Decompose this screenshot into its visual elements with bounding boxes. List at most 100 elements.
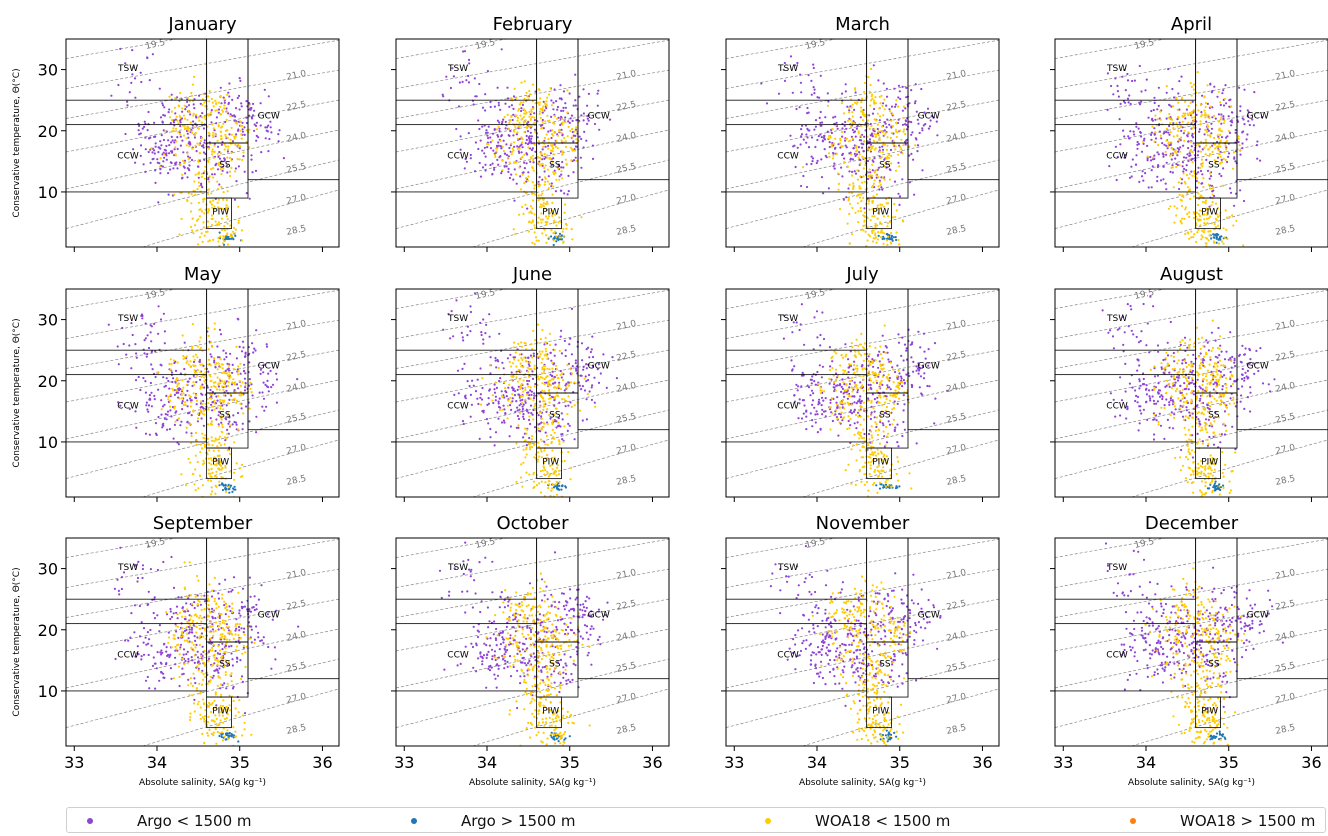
data-point bbox=[259, 124, 262, 127]
data-point bbox=[463, 167, 466, 170]
data-point bbox=[1170, 141, 1173, 144]
data-point bbox=[190, 347, 193, 350]
data-point bbox=[877, 134, 880, 137]
data-point bbox=[1212, 241, 1216, 244]
data-point bbox=[203, 92, 207, 95]
data-point bbox=[236, 96, 239, 100]
data-point bbox=[234, 232, 237, 235]
water-mass-label-piw: PIW bbox=[212, 208, 229, 218]
data-point bbox=[539, 184, 542, 187]
data-point bbox=[597, 363, 601, 366]
data-point bbox=[564, 405, 567, 408]
data-point bbox=[571, 136, 574, 139]
data-point bbox=[482, 342, 485, 345]
data-point bbox=[506, 357, 509, 360]
isopycnal-label: 22.5 bbox=[616, 100, 638, 114]
data-point bbox=[202, 409, 205, 412]
data-point bbox=[880, 229, 883, 232]
data-point bbox=[1185, 174, 1189, 177]
data-point bbox=[163, 153, 166, 156]
data-point bbox=[514, 114, 517, 117]
data-point bbox=[1132, 130, 1135, 133]
data-point bbox=[543, 466, 546, 469]
data-point bbox=[235, 423, 238, 426]
data-point bbox=[1212, 236, 1215, 239]
data-point bbox=[442, 95, 445, 98]
data-point bbox=[892, 236, 895, 239]
data-point bbox=[517, 424, 520, 427]
data-point bbox=[210, 217, 213, 220]
data-point bbox=[558, 484, 561, 487]
data-point bbox=[488, 389, 491, 392]
data-point bbox=[196, 165, 200, 168]
data-point bbox=[172, 127, 175, 130]
data-point bbox=[1130, 175, 1133, 178]
data-point bbox=[570, 353, 574, 356]
data-point bbox=[206, 386, 209, 389]
data-point bbox=[902, 144, 905, 147]
data-point bbox=[219, 105, 222, 108]
data-point bbox=[1220, 158, 1223, 161]
data-point bbox=[553, 348, 556, 351]
data-point bbox=[857, 130, 860, 133]
data-point bbox=[222, 237, 225, 241]
data-point bbox=[921, 127, 924, 130]
data-point bbox=[217, 221, 220, 224]
data-point bbox=[563, 425, 566, 428]
data-point bbox=[1169, 121, 1172, 125]
data-point bbox=[159, 172, 162, 175]
data-point bbox=[832, 142, 835, 145]
data-point bbox=[1195, 240, 1198, 244]
data-point bbox=[897, 161, 900, 164]
data-point bbox=[541, 382, 544, 385]
data-point bbox=[230, 159, 233, 162]
data-point bbox=[211, 345, 214, 348]
data-point bbox=[226, 110, 229, 113]
data-point bbox=[195, 219, 198, 222]
data-point bbox=[540, 212, 543, 215]
data-point bbox=[208, 180, 211, 183]
data-point bbox=[263, 363, 266, 366]
data-point bbox=[193, 107, 196, 110]
data-point bbox=[216, 406, 219, 409]
data-point bbox=[1118, 118, 1121, 121]
data-point bbox=[856, 202, 860, 205]
data-point bbox=[485, 418, 488, 421]
isopycnal-label: 24.0 bbox=[1275, 131, 1297, 145]
data-point bbox=[525, 471, 528, 474]
water-mass-box-piw bbox=[1195, 197, 1221, 230]
data-point bbox=[820, 124, 823, 127]
data-point bbox=[527, 411, 530, 414]
data-point bbox=[498, 408, 502, 412]
data-point bbox=[534, 122, 537, 125]
y-tick-label: 10 bbox=[38, 183, 58, 202]
data-point bbox=[521, 205, 524, 209]
data-point bbox=[863, 207, 866, 210]
data-point bbox=[200, 116, 203, 119]
data-point bbox=[1165, 144, 1168, 147]
data-point bbox=[210, 341, 213, 344]
data-point bbox=[270, 131, 273, 134]
data-point bbox=[153, 394, 156, 397]
data-point bbox=[549, 373, 552, 376]
data-point bbox=[229, 393, 232, 396]
data-point bbox=[227, 384, 230, 387]
data-point bbox=[190, 401, 193, 404]
data-point bbox=[848, 111, 851, 114]
data-point bbox=[560, 376, 563, 379]
data-point bbox=[794, 165, 797, 169]
data-point bbox=[477, 119, 480, 122]
data-point bbox=[538, 422, 541, 425]
data-point bbox=[469, 393, 472, 396]
data-point bbox=[571, 501, 573, 503]
y-tick-label: 30 bbox=[38, 61, 58, 80]
data-point bbox=[242, 412, 245, 415]
data-point bbox=[204, 152, 207, 155]
data-point bbox=[181, 379, 184, 382]
data-point bbox=[852, 182, 855, 185]
data-point bbox=[167, 398, 170, 401]
data-point bbox=[545, 410, 548, 413]
data-point bbox=[188, 144, 191, 148]
data-point bbox=[929, 119, 932, 122]
series-argo-1500-m bbox=[547, 232, 566, 247]
